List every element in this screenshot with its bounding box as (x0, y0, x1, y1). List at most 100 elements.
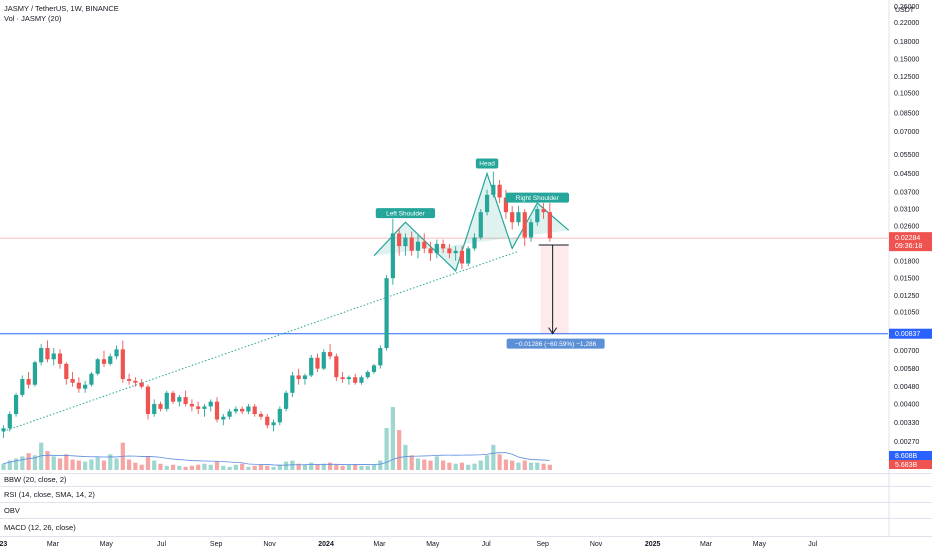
candle-body (353, 377, 358, 383)
indicator-obv[interactable]: OBV (4, 506, 20, 515)
volume-bar (453, 463, 458, 470)
y-tick-label: 0.10500 (894, 90, 919, 97)
y-tick-label: 0.01250 (894, 293, 919, 300)
volume-bar (70, 459, 75, 470)
indicator-macd[interactable]: MACD (12, 26, close) (4, 523, 76, 532)
candle-body (152, 404, 157, 415)
candle-body (397, 233, 402, 247)
volume-bar (365, 465, 370, 470)
pane-separator (0, 536, 932, 537)
volume-bar (547, 464, 552, 470)
volume-bar (447, 462, 452, 470)
y-tick-label: 0.15000 (894, 56, 919, 63)
candle-body (503, 197, 508, 213)
volume-bar (290, 460, 295, 470)
volume-bar (472, 463, 477, 470)
candle-body (89, 373, 94, 385)
measure-box (540, 245, 569, 334)
volume-bar (258, 464, 264, 470)
y-tick-label: 0.07000 (894, 129, 919, 136)
candle-body (541, 209, 546, 213)
candle-body (170, 392, 176, 402)
candle-body (441, 243, 446, 249)
candle-body (277, 408, 282, 423)
volume-bar (114, 458, 119, 470)
indicator-rsi[interactable]: RSI (14, close, SMA, 14, 2) (4, 490, 95, 499)
candle-body (183, 397, 188, 405)
candle-body (510, 212, 515, 223)
volume-bar (535, 462, 540, 470)
indicator-bbw[interactable]: BBW (20, close, 2) (4, 475, 67, 484)
pane-separator (0, 486, 932, 487)
volume-bar (101, 460, 107, 470)
candle-body (76, 382, 81, 389)
candle-body (522, 212, 527, 238)
candle-body (158, 404, 163, 409)
volume-ma-tag (889, 451, 932, 460)
x-tick-label: Mar (47, 541, 60, 548)
volume-bar (478, 460, 483, 470)
candle-body (120, 349, 125, 380)
candle-body (246, 406, 251, 412)
y-tick-label: 0.22000 (894, 20, 919, 27)
candle-body (240, 408, 245, 412)
candle-body (434, 243, 439, 254)
candle-body (101, 359, 107, 364)
candle-body (202, 406, 207, 409)
annotation-label: Head (479, 161, 495, 168)
candle-body (32, 362, 37, 385)
candle-body (321, 352, 326, 369)
volume-bar (459, 462, 465, 470)
volume-bar (177, 465, 182, 470)
volume-bar (265, 465, 270, 470)
current-price-tag (889, 232, 932, 252)
volume-bar (422, 459, 427, 470)
volume-ma-line (3, 452, 550, 466)
volume-bar (95, 457, 100, 470)
volume-bar (158, 463, 163, 470)
currency-label: USDT (895, 7, 915, 14)
candle-body (466, 248, 471, 264)
volume-bar (434, 456, 439, 470)
candle-body (139, 382, 144, 387)
pattern-outline (373, 171, 570, 272)
volume-bar (334, 464, 339, 470)
candle-body (378, 348, 383, 366)
volume-bar (83, 461, 88, 470)
candle-body (296, 375, 301, 380)
measure-arrow-head (548, 327, 558, 335)
candle-body (472, 237, 477, 249)
candle-body (39, 348, 44, 363)
volume-bar (271, 466, 276, 470)
measure-label: −0.01286 (−60.59%) −1,286 (515, 341, 597, 348)
x-tick-label: 2025 (645, 541, 661, 548)
candle-body (70, 379, 75, 383)
y-tick-label: 0.01800 (894, 258, 919, 265)
volume-bar (428, 460, 433, 470)
candle-body (346, 377, 351, 380)
volume-bar (528, 462, 534, 470)
candle-body (258, 414, 264, 417)
volume-bar (1, 463, 6, 470)
candle-body (327, 352, 333, 357)
y-tick-label: 0.00270 (894, 439, 919, 446)
candle-body (315, 357, 320, 369)
y-tick-label: 0.03100 (894, 207, 919, 214)
annotation-box (475, 158, 499, 169)
volume-bar (441, 460, 446, 470)
candle-body (478, 212, 483, 238)
volume-bar (240, 463, 245, 470)
candle-body (133, 380, 138, 383)
candle-body (334, 356, 339, 378)
candle-body (127, 379, 132, 381)
y-tick-label: 0.03700 (894, 190, 919, 197)
y-tick-label: 0.18000 (894, 39, 919, 46)
x-tick-label: May (100, 541, 114, 548)
candle-body (196, 406, 201, 409)
candle-body (302, 375, 308, 380)
candle-body (57, 353, 63, 364)
volume-bar (133, 462, 138, 470)
volume-bar (221, 465, 226, 470)
neckline-trend (3, 250, 519, 432)
